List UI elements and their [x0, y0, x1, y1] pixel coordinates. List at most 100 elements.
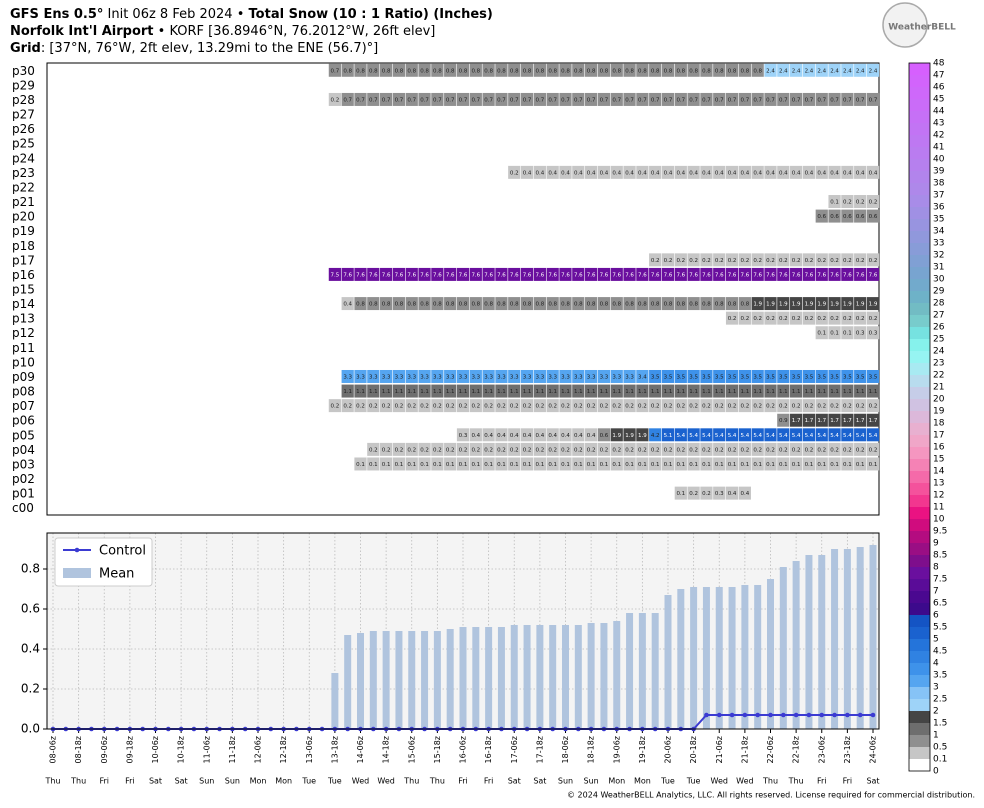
cell-label: 3.3 [471, 374, 480, 380]
row-label: p30 [12, 64, 35, 78]
cell-label: 0.7 [536, 97, 545, 103]
cell [456, 267, 470, 281]
cell [559, 442, 572, 456]
cell [751, 428, 764, 442]
cell [764, 428, 777, 442]
row-label: p15 [12, 283, 35, 297]
cell-label: 3.5 [651, 374, 660, 380]
cell-label: 0.8 [536, 302, 545, 308]
cell [367, 384, 380, 398]
cell [520, 165, 534, 179]
cell-label: 0.8 [523, 68, 532, 74]
logo: WeatherBELL [888, 23, 956, 33]
cell [828, 297, 841, 311]
cell [405, 384, 418, 398]
cell [854, 297, 867, 311]
marker [793, 712, 799, 718]
cell [790, 63, 803, 77]
cell [469, 442, 482, 456]
bar [613, 621, 621, 729]
cell [482, 457, 495, 471]
cell-label: 0.8 [395, 68, 404, 74]
cell-label: 0.2 [536, 447, 545, 453]
cell-label: 0.4 [689, 170, 698, 176]
cell [841, 297, 854, 311]
cell-label: 5.4 [792, 433, 801, 439]
colorbar-label: 47 [933, 71, 944, 81]
cell-label: 0.1 [715, 462, 724, 468]
cell [713, 253, 726, 267]
cell-label: 0.8 [523, 302, 532, 308]
cell-label: 0.2 [664, 258, 673, 264]
cell [418, 399, 431, 413]
cell-label: 0.8 [407, 68, 416, 74]
cell [431, 399, 444, 413]
cell [636, 369, 649, 383]
cell-label: 0.1 [600, 462, 609, 468]
weekday-label: Fri [817, 777, 827, 786]
cell [649, 253, 662, 267]
cell [674, 63, 687, 77]
row-label: p09 [12, 370, 35, 384]
x-tick-label: 22-06z [766, 736, 775, 763]
cell [456, 63, 470, 77]
cell [533, 165, 546, 179]
cell-label: 0.2 [510, 170, 519, 176]
header-line: GFS Ens 0.5° Init 06z 8 Feb 2024 • Total… [10, 6, 493, 23]
cell-label: 3.5 [779, 374, 788, 380]
cell [841, 413, 854, 427]
cell-label: 0.7 [356, 97, 365, 103]
cell [623, 63, 636, 77]
bar [562, 625, 569, 729]
cell [559, 297, 572, 311]
cell-label: 0.2 [664, 447, 673, 453]
cell-label: 0.7 [715, 97, 724, 103]
cell-label: 0.2 [382, 404, 391, 410]
cell-label: 0.8 [651, 68, 660, 74]
x-tick-label: 14-06z [356, 736, 365, 763]
cell-label: 0.6 [817, 214, 826, 220]
cell-label: 0.1 [728, 462, 737, 468]
cell [456, 92, 470, 106]
weekday-label: Mon [275, 777, 292, 786]
colorbar-label: 6 [933, 611, 939, 621]
cell [815, 267, 828, 281]
cell-label: 0.4 [728, 170, 737, 176]
cell-label: 1.1 [638, 389, 647, 395]
cell-label: 7.6 [612, 272, 621, 278]
cell [405, 457, 418, 471]
cell [764, 442, 777, 456]
cell-label: 0.2 [792, 447, 801, 453]
row-label: p28 [12, 93, 35, 107]
weekday-label: Sat [508, 777, 521, 786]
cell [559, 267, 572, 281]
cell-label: 3.3 [548, 374, 557, 380]
cell-label: 1.1 [497, 389, 506, 395]
cell [751, 165, 764, 179]
cell-label: 0.2 [779, 404, 788, 410]
cell [790, 92, 803, 106]
cell [674, 399, 687, 413]
cell-label: 0.8 [600, 302, 609, 308]
colorbar-label: 3.5 [933, 671, 947, 681]
cell-label: 0.4 [741, 170, 750, 176]
cell [751, 457, 764, 471]
cell-label: 0.2 [741, 404, 750, 410]
cell-label: 0.7 [612, 97, 621, 103]
cell [431, 384, 444, 398]
cell [380, 92, 393, 106]
cell [777, 384, 790, 398]
colorbar-label: 25 [933, 335, 944, 345]
cell [802, 428, 816, 442]
cell-label: 3.5 [792, 374, 801, 380]
cell [802, 457, 816, 471]
cell-label: 0.8 [420, 302, 429, 308]
cell [841, 253, 854, 267]
cell [354, 297, 367, 311]
cell-label: 0.2 [702, 447, 711, 453]
cell-label: 0.1 [830, 462, 839, 468]
colorbar-band [909, 135, 930, 147]
cell [828, 63, 841, 77]
row-label: p13 [12, 312, 35, 326]
row-label: p20 [12, 210, 35, 224]
